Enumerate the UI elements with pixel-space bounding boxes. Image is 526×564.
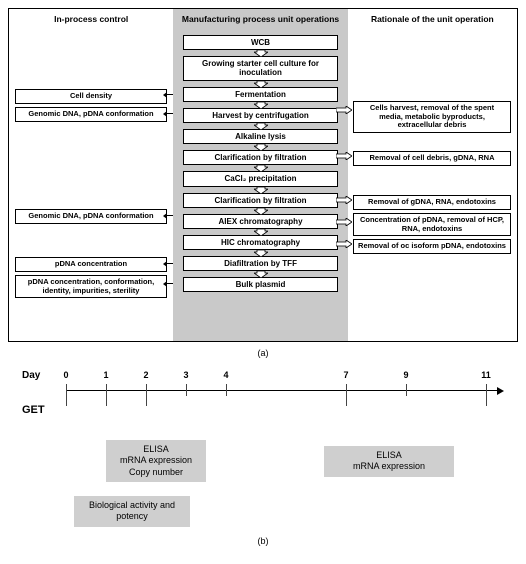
rationale-box: Concentration of pDNA, removal of HCP, R… [353,213,511,236]
assay-box: ELISAmRNA expression [324,446,454,477]
down-arrow-icon [254,250,268,256]
tick-label: 3 [183,370,188,380]
down-arrow-icon [254,165,268,171]
process-step: Growing starter cell culture for inocula… [183,56,338,80]
col-left: Cell density Genomic DNA, pDNA conformati… [9,31,173,341]
tick [406,384,407,396]
down-arrow-icon [254,102,268,108]
in-process-control-box: Cell density [15,89,167,104]
body-row: Cell density Genomic DNA, pDNA conformati… [9,31,517,341]
connector-right-icon [342,155,352,161]
connector-right-icon [342,221,352,227]
timeline-line [66,390,498,391]
rationale-box: Removal of oc isoform pDNA, endotoxins [353,239,511,254]
tick-label: 1 [103,370,108,380]
process-step: HIC chromatography [183,235,338,250]
down-arrow-icon [254,208,268,214]
down-arrow-icon [254,50,268,56]
down-arrow-icon [254,144,268,150]
tick-label: 4 [223,370,228,380]
header-right: Rationale of the unit operation [348,9,517,31]
connector-right-icon [342,109,352,115]
rationale-box: Removal of cell debris, gDNA, RNA [353,151,511,166]
tick [226,384,227,396]
header-left: In-process control [9,9,173,31]
tick [186,384,187,396]
tick-label: 0 [63,370,68,380]
rationale-box: Removal of gDNA, RNA, endotoxins [353,195,511,210]
assay-box: Biological activity andpotency [74,496,190,527]
rationale-box: Cells harvest, removal of the spent medi… [353,101,511,133]
caption-b: (b) [8,536,518,546]
down-arrow-icon [254,271,268,277]
header-row: In-process control Manufacturing process… [9,9,517,31]
tick-label: 9 [403,370,408,380]
assay-container: ELISAmRNA expressionCopy number ELISAmRNA… [14,400,512,530]
down-arrow-icon [254,81,268,87]
panel-b: Day 012347911 GET ELISAmRNA expressionCo… [8,368,518,530]
panel-a: In-process control Manufacturing process… [8,8,518,342]
process-step: Alkaline lysis [183,129,338,144]
process-step: Clarification by filtration [183,193,338,208]
assay-box: ELISAmRNA expressionCopy number [106,440,206,482]
process-step: Fermentation [183,87,338,102]
day-label: Day [22,370,40,381]
process-step: CaCl₂ precipitation [183,171,338,186]
tick-label: 7 [343,370,348,380]
process-step: Clarification by filtration [183,150,338,165]
down-arrow-icon [254,123,268,129]
header-mid: Manufacturing process unit operations [173,9,347,31]
col-right: Cells harvest, removal of the spent medi… [348,31,517,341]
process-step: Harvest by centrifugation [183,108,338,123]
connector-right-icon [342,243,352,249]
in-process-control-box: Genomic DNA, pDNA conformation [15,209,167,224]
down-arrow-icon [254,187,268,193]
in-process-control-box: Genomic DNA, pDNA conformation [15,107,167,122]
tick-label: 2 [143,370,148,380]
down-arrow-icon [254,229,268,235]
connector-right-icon [342,199,352,205]
timeline: 0 1 2 3 4 7 9 11 [66,372,502,400]
process-step: AIEX chromatography [183,214,338,229]
caption-a: (a) [8,348,518,358]
timeline-arrow-icon [497,387,504,395]
process-step: Diafiltration by TFF [183,256,338,271]
in-process-control-box: pDNA concentration [15,257,167,272]
in-process-control-box: pDNA concentration, conformation, identi… [15,275,167,298]
col-mid: WCB Growing starter cell culture for inoc… [173,31,347,341]
tick-label: 11 [481,370,491,380]
process-step: WCB [183,35,338,50]
process-step: Bulk plasmid [183,277,338,292]
